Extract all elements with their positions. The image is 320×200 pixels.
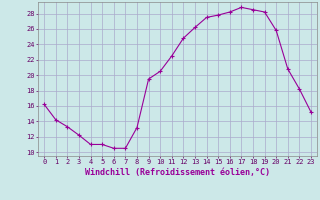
- X-axis label: Windchill (Refroidissement éolien,°C): Windchill (Refroidissement éolien,°C): [85, 168, 270, 177]
